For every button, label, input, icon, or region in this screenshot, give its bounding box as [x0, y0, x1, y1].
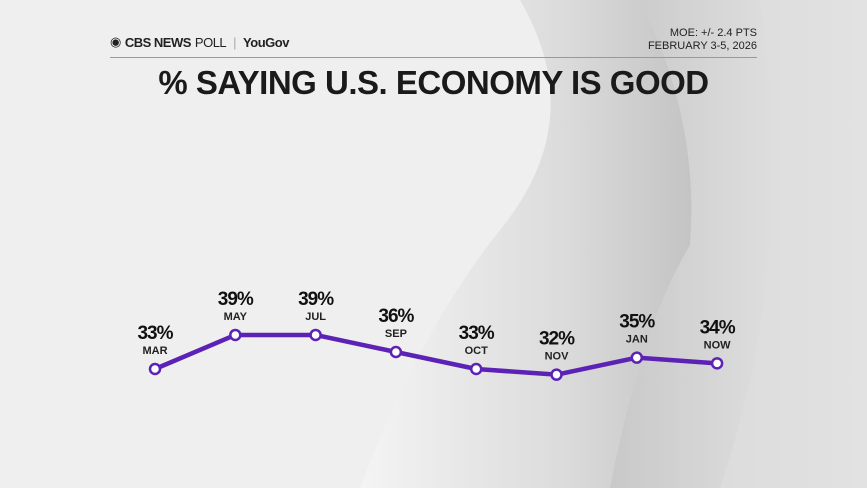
data-point	[309, 328, 322, 342]
data-point	[229, 328, 242, 342]
data-point	[148, 362, 162, 376]
series-line	[154, 332, 718, 377]
x-tick-label: JUL	[305, 311, 326, 323]
data-label: 36%	[378, 306, 414, 327]
brand-name: CBS NEWS	[124, 34, 192, 50]
data-label: 33%	[459, 323, 495, 344]
chart-title: % SAYING U.S. ECONOMY IS GOOD	[158, 64, 709, 101]
poll-dates: FEBRUARY 3-5, 2026	[647, 40, 757, 52]
data-label: 33%	[137, 323, 173, 344]
data-label: 35%	[619, 312, 655, 333]
brand-suffix: POLL	[194, 34, 227, 50]
cbs-eye-icon: ◉	[110, 34, 121, 49]
margin-of-error: MOE: +/- 2.4 PTS	[669, 27, 757, 39]
data-label: 39%	[218, 289, 254, 310]
x-tick-label: MAY	[224, 311, 248, 323]
data-point	[710, 357, 724, 370]
data-point	[630, 351, 644, 364]
x-tick-label: MAR	[142, 345, 167, 357]
x-tick-label: NOV	[545, 351, 570, 363]
x-tick-label: NOW	[704, 339, 732, 351]
brand-logo: ◉ CBS NEWS POLL | YouGov	[110, 34, 289, 50]
data-label: 39%	[298, 289, 334, 310]
data-point	[550, 368, 563, 381]
data-label: 34%	[700, 317, 736, 338]
data-point	[389, 345, 403, 359]
header-divider	[110, 57, 757, 58]
poll-meta: MOE: +/- 2.4 PTS FEBRUARY 3-5, 2026	[648, 27, 757, 53]
partner-name: YouGov	[243, 34, 289, 50]
data-point	[469, 362, 483, 376]
x-tick-label: JAN	[626, 334, 648, 346]
brand-divider: |	[233, 34, 237, 50]
x-tick-label: OCT	[465, 345, 489, 357]
data-label: 32%	[539, 329, 575, 350]
x-tick-label: SEP	[385, 328, 407, 340]
